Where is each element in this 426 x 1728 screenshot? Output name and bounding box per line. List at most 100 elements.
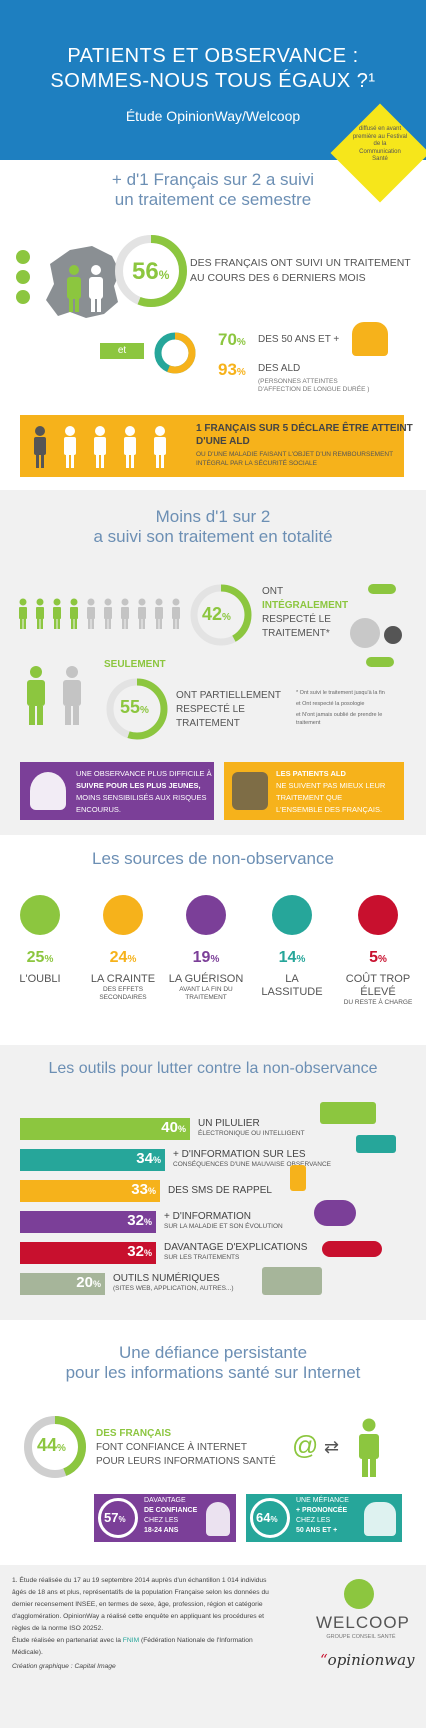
source-pct: 24% [109,949,137,966]
tool-bar [20,1242,156,1264]
opinionway-logo: “opinionway [320,1651,415,1669]
tool-label: OUTILS NUMÉRIQUES [113,1273,220,1284]
p56-text-1: DES FRANÇAIS ONT SUIVI UN TRAITEMENT [190,257,411,269]
source-label: TRAITEMENT [185,994,227,1001]
source-pct: 5% [369,949,387,966]
note-3: et N'ont jamais oublié de prendre le [296,712,383,718]
sources-row: 25% L'OUBLI 24% LA CRAINTE DES EFFETS SECONDA… [0,895,426,1045]
ald-people-icons [28,425,208,469]
source-label: AVANT LA FIN DU [179,986,233,993]
tool-pct: 33% [131,1181,156,1198]
p93-sub-1: (PERSONNES ATTEINTES [258,378,338,385]
footer-line-4: d'agglomération. OpinionWay a réalisé ce… [12,1613,264,1620]
young-family-icon [30,772,66,810]
p55-t3: TRAITEMENT [176,718,240,729]
p56-text-2: AU COURS DES 6 DERNIERS MOIS [190,272,366,284]
header-subtitle: Étude OpinionWay/Welcoop [125,108,301,124]
pct-57: 57% [104,1510,126,1525]
donut-70-93 [154,332,196,374]
medicine-tools-icon [322,1241,382,1257]
p42-t4: TRAITEMENT* [262,628,330,639]
ald-banner [20,415,404,477]
tool-bar [20,1149,165,1171]
ald-b2: NE SUIVENT PAS MIEUX LEUR [276,781,386,790]
source-icon-circle [358,895,398,935]
p57-t2: DE CONFIANCE [144,1507,198,1514]
footer-line-3: dernier recensement INSEE, en termes de … [12,1601,263,1608]
section-sources: Les sources de non-observance 25% L'OUBLI… [0,835,426,1045]
s5-title-1: Une défiance persistante [118,1343,308,1362]
p64-t2: + PRONONCÉE [296,1507,348,1514]
drops-icon [16,290,30,304]
pct-42: 42% [202,604,231,624]
tool-pct: 32% [127,1212,152,1229]
source-pct: 19% [192,949,220,966]
tool-pct: 32% [127,1243,152,1260]
tool-pct: 40% [161,1119,186,1136]
welcoop-logo: WELCOOP [316,1613,410,1632]
source-label: ÉLEVÉ [360,986,396,998]
p64-t4: 50 ANS ET + [296,1527,338,1534]
ald-line-2: D'UNE ALD [196,436,250,447]
p93-text: DES ALD [258,363,301,374]
seniors-icon [352,322,388,356]
source-icon-circle [20,895,60,935]
people-row-icon [19,598,180,629]
young-people-icon [206,1502,230,1536]
smartphone-icon [290,1165,306,1191]
tool-label: + D'INFORMATION [164,1211,252,1222]
s2-title-2: a suivi son traitement en totalité [93,527,333,546]
tool-sublabel: ÉLECTRONIQUE OU INTELLIGENT [198,1130,305,1137]
tool-label: DAVANTAGE D'EXPLICATIONS [164,1242,308,1253]
section-outils: Les outils pour lutter contre la non-obs… [0,1045,426,1320]
source-label: LA GUÉRISON [168,973,244,985]
source-pct: 14% [278,949,306,966]
at-sign-icon: @ [292,1430,319,1460]
p64-t1: UNE MÉFIANCE [296,1497,349,1504]
person-pair-icon [27,666,81,725]
p57-t1: DAVANTAGE [144,1497,186,1504]
ointment-icon [16,250,30,264]
chat-bubbles-icon [314,1200,356,1226]
ald-sub-2: INTÉGRAL PAR LA SÉCURITÉ SOCIALE [196,460,318,467]
tool-label: DES SMS DE RAPPEL [168,1185,272,1196]
welcoop-tagline: GROUPE CONSEIL SANTÉ [326,1634,396,1640]
tool-bar [20,1118,190,1140]
s5-title-2: pour les informations santé sur Internet [65,1363,361,1382]
footer-line-5: règles de la norme ISO 20252. [12,1625,104,1632]
tool-sublabel: (SITES WEB, APPLICATION, AUTRES...) [113,1285,234,1292]
senior-couple-icon [364,1502,396,1536]
source-icon-circle [103,895,143,935]
note-2: et Ont respecté la posologie [296,701,365,707]
note-1: * Ont suivi le traitement jusqu'à la fin [296,690,385,696]
footer-line-6: Étude réalisée en partenariat avec la FN… [12,1637,253,1644]
question-bed-icon [232,772,268,810]
pct-64: 64% [256,1510,278,1525]
pills-icon [16,270,30,284]
footer-line-7: Médicale). [12,1649,43,1656]
pct-93: 93% [218,360,246,379]
ring-57 [98,1498,138,1538]
note-4: traitement [296,720,321,726]
festival-badge-text: diffusé en avant première au Festival de… [352,126,408,162]
ald-line-1: 1 FRANÇAIS SUR 5 DÉCLARE ÊTRE ATTEINT [196,423,413,434]
doctor-person-icon [359,1418,379,1477]
p42-t3: RESPECTÉ LE [262,614,331,625]
s4-title: Les outils pour lutter contre la non-obs… [48,1060,378,1077]
p70-text: DES 50 ANS ET + [258,334,340,345]
tool-sublabel: CONSÉQUENCES D'UNE MAUVAISE OBSERVANCE [173,1161,331,1168]
header-title-1: PATIENTS ET OBSERVANCE : [67,45,359,67]
pill-icon-4 [366,657,394,667]
source-label: COÛT TROP [345,973,411,985]
ald-b1: LES PATIENTS ALD [276,769,346,778]
pill-icon-2 [350,618,380,648]
donut-44 [24,1416,86,1478]
et-tag: et [100,343,144,359]
source-label: LASSITUDE [261,986,323,998]
source-label: L'OUBLI [19,973,61,985]
tool-label: + D'INFORMATION SUR LES [173,1149,306,1160]
footer-line-2: âgés de 18 ans et plus, représentatifs d… [12,1589,269,1596]
section-totalite: Moins d'1 sur 2 a suivi son traitement e… [0,490,426,835]
source-label: DU RESTE À CHARGE [343,999,413,1006]
p42-t2: INTÉGRALEMENT [262,600,349,611]
